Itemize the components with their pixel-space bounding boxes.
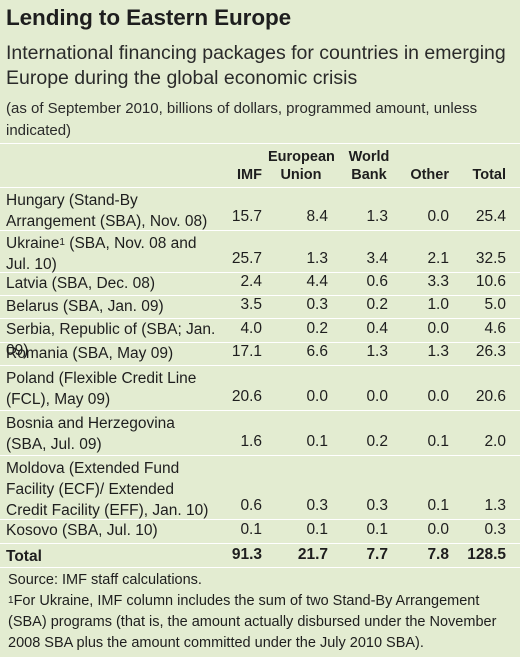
cell-other: 1.0 xyxy=(427,296,449,313)
cell-other: 0.1 xyxy=(427,433,449,450)
page-title: Lending to Eastern Europe xyxy=(6,5,292,30)
cell-total: 10.6 xyxy=(475,273,506,290)
row-label: Bosnia and Herzegovina (SBA, Jul. 09) xyxy=(6,415,175,453)
col-header-imf: IMF xyxy=(237,167,262,183)
table-header-row: IMF European Union World Bank Other Tota… xyxy=(0,143,520,188)
cell-imf: 2.4 xyxy=(240,273,262,290)
lending-table: IMF European Union World Bank Other Tota… xyxy=(0,143,520,570)
cell-other: 2.1 xyxy=(427,250,449,267)
cell-world-bank: 0.1 xyxy=(366,521,388,538)
table-row: Romania (SBA, May 09) 17.1 6.6 1.3 1.3 2… xyxy=(0,343,520,366)
cell-european-union: 0.3 xyxy=(306,497,328,514)
table-row: Bosnia and Herzegovina (SBA, Jul. 09) 1.… xyxy=(0,411,520,456)
row-label-name: Ukraine xyxy=(6,235,60,252)
cell-other: 1.3 xyxy=(427,343,449,360)
total-other: 7.8 xyxy=(427,546,449,563)
header-top-rule xyxy=(0,143,520,144)
table-row: Ukraine1 (SBA, Nov. 08 and Jul. 10) 25.7… xyxy=(0,231,520,273)
page-subtitle: International financing packages for cou… xyxy=(6,42,506,89)
total-total: 128.5 xyxy=(467,546,506,563)
row-label: Serbia, Republic of (SBA; Jan. 09) xyxy=(6,321,216,359)
cell-imf: 1.6 xyxy=(240,433,262,450)
cell-imf: 15.7 xyxy=(231,208,262,225)
cell-imf: 0.6 xyxy=(240,497,262,514)
footer-area: Source: IMF staff calculations. 1For Ukr… xyxy=(0,567,520,657)
cell-imf: 25.7 xyxy=(231,250,262,267)
cell-world-bank: 0.0 xyxy=(366,388,388,405)
col-header-world-bank: World Bank xyxy=(348,149,390,183)
cell-imf: 0.1 xyxy=(240,521,262,538)
table-row: Belarus (SBA, Jan. 09) 3.5 0.3 0.2 1.0 5… xyxy=(0,296,520,319)
row-label-detail: (SBA, Nov. 08 and Jul. 10) xyxy=(6,235,197,273)
total-label: Total xyxy=(6,548,42,565)
cell-total: 2.0 xyxy=(484,433,506,450)
col-header-total: Total xyxy=(472,167,506,183)
cell-total: 25.4 xyxy=(475,208,506,225)
total-european-union: 21.7 xyxy=(297,546,328,563)
table-row: Kosovo (SBA, Jul. 10) 0.1 0.1 0.1 0.0 0.… xyxy=(0,520,520,544)
cell-world-bank: 0.2 xyxy=(366,296,388,313)
cell-total: 4.6 xyxy=(484,320,506,337)
total-imf: 91.3 xyxy=(231,546,262,563)
cell-other: 0.0 xyxy=(427,521,449,538)
cell-other: 0.0 xyxy=(427,320,449,337)
cell-world-bank: 0.3 xyxy=(366,497,388,514)
cell-other: 0.0 xyxy=(427,388,449,405)
cell-other: 3.3 xyxy=(427,273,449,290)
row-label: Belarus (SBA, Jan. 09) xyxy=(6,298,164,315)
cell-world-bank: 0.2 xyxy=(366,433,388,450)
cell-european-union: 0.3 xyxy=(306,296,328,313)
col-header-european-union: European Union xyxy=(268,149,335,183)
table-row: Serbia, Republic of (SBA; Jan. 09) 4.0 0… xyxy=(0,319,520,359)
units-note: (as of September 2010, billions of dolla… xyxy=(6,100,478,139)
table-row: Moldova (Extended Fund Facility (ECF)/ E… xyxy=(0,456,520,520)
footnote-text: For Ukraine, IMF column includes the sum… xyxy=(8,593,497,651)
cell-european-union: 4.4 xyxy=(306,273,328,290)
table-row: Poland (Flexible Credit Line (FCL), May … xyxy=(0,366,520,411)
cell-total: 26.3 xyxy=(475,343,506,360)
cell-world-bank: 1.3 xyxy=(366,343,388,360)
cell-european-union: 0.0 xyxy=(306,388,328,405)
row-label: Poland (Flexible Credit Line (FCL), May … xyxy=(6,370,197,408)
cell-world-bank: 0.6 xyxy=(366,273,388,290)
row-label: Romania (SBA, May 09) xyxy=(6,345,174,362)
table-row: Hungary (Stand-By Arrangement (SBA), Nov… xyxy=(0,188,520,231)
row-label: Moldova (Extended Fund Facility (ECF)/ E… xyxy=(6,460,209,519)
table-row: Latvia (SBA, Dec. 08) 2.4 4.4 0.6 3.3 10… xyxy=(0,273,520,296)
total-world-bank: 7.7 xyxy=(366,546,388,563)
cell-european-union: 0.1 xyxy=(306,521,328,538)
footer-rule xyxy=(0,567,520,568)
cell-total: 0.3 xyxy=(484,521,506,538)
cell-world-bank: 3.4 xyxy=(366,250,388,267)
cell-total: 32.5 xyxy=(475,250,506,267)
footnote-marker: 1 xyxy=(59,237,65,248)
cell-other: 0.1 xyxy=(427,497,449,514)
col-header-other: Other xyxy=(410,167,449,183)
cell-european-union: 6.6 xyxy=(306,343,328,360)
cell-total: 1.3 xyxy=(484,497,506,514)
cell-european-union: 0.1 xyxy=(306,433,328,450)
cell-total: 5.0 xyxy=(484,296,506,313)
cell-total: 20.6 xyxy=(475,388,506,405)
cell-imf: 20.6 xyxy=(231,388,262,405)
row-label: Kosovo (SBA, Jul. 10) xyxy=(6,522,158,539)
cell-european-union: 1.3 xyxy=(306,250,328,267)
cell-imf: 4.0 xyxy=(240,320,262,337)
cell-imf: 3.5 xyxy=(240,296,262,313)
cell-world-bank: 0.4 xyxy=(366,320,388,337)
cell-other: 0.0 xyxy=(427,208,449,225)
row-label: Hungary (Stand-By Arrangement (SBA), Nov… xyxy=(6,192,208,230)
footnote: 1For Ukraine, IMF column includes the su… xyxy=(8,591,514,654)
source-note: Source: IMF staff calculations. xyxy=(8,572,202,588)
footnote-marker: 1 xyxy=(8,595,14,606)
cell-imf: 17.1 xyxy=(231,343,262,360)
cell-world-bank: 1.3 xyxy=(366,208,388,225)
row-label: Latvia (SBA, Dec. 08) xyxy=(6,275,156,292)
cell-european-union: 0.2 xyxy=(306,320,328,337)
row-label: Ukraine1 (SBA, Nov. 08 and Jul. 10) xyxy=(6,233,218,275)
cell-european-union: 8.4 xyxy=(306,208,328,225)
